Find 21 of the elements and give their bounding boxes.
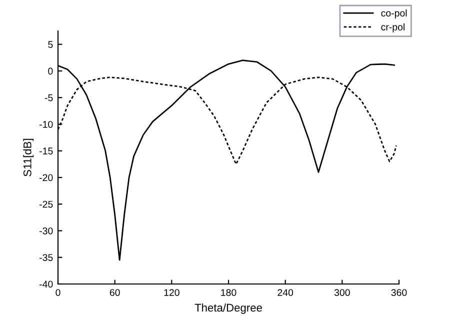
x-tick-label: 180 xyxy=(221,289,236,296)
x-axis-title: Theta/Degree xyxy=(194,303,262,314)
y-axis-title: S11[dB] xyxy=(23,138,34,176)
x-tick-label: 360 xyxy=(391,289,407,296)
y-tick-label: 5 xyxy=(48,41,53,48)
y-tick-label: -40 xyxy=(40,280,53,288)
y-tick-label: -15 xyxy=(40,148,53,154)
x-tick-label: 300 xyxy=(334,289,350,296)
legend-label: co-pol xyxy=(381,9,407,18)
y-tick-label: 0 xyxy=(48,68,53,75)
y-tick-label: -35 xyxy=(40,254,53,261)
y-tick-label: -30 xyxy=(40,227,53,234)
x-tick-label: 240 xyxy=(278,289,294,296)
legend-label: cr-pol xyxy=(381,23,404,32)
x-tick-label: 120 xyxy=(164,289,180,296)
y-tick-label: -20 xyxy=(40,174,53,182)
y-tick-label: -25 xyxy=(40,200,53,208)
y-tick-label: -10 xyxy=(40,120,53,128)
y-tick-label: -5 xyxy=(44,94,53,102)
x-tick-label: 0 xyxy=(56,289,60,296)
x-tick-label: 60 xyxy=(110,289,120,296)
